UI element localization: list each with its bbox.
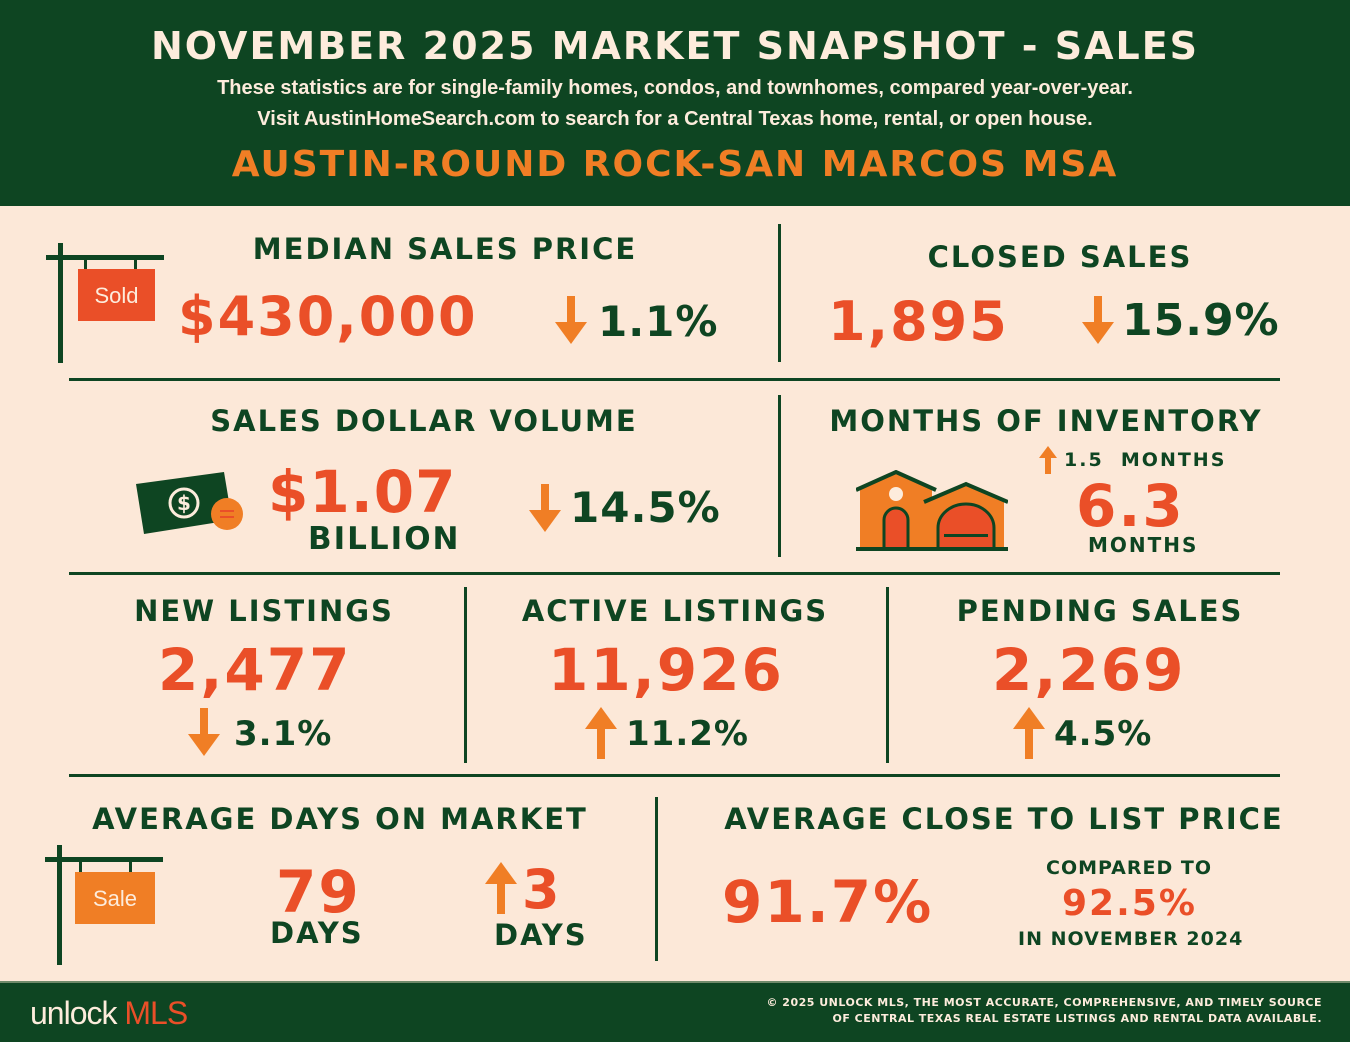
active-listings-change: 11.2% — [626, 714, 749, 754]
avg-close-to-list-title: AVERAGE CLOSE TO LIST PRICE — [724, 802, 1284, 836]
months-of-inventory-title: MONTHS OF INVENTORY — [829, 404, 1263, 438]
avg-days-on-market-title: AVERAGE DAYS ON MARKET — [92, 802, 588, 836]
house-icon — [856, 470, 1008, 552]
footer: unlock MLS © 2025 UNLOCK MLS, THE MOST A… — [0, 981, 1350, 1042]
closed-sales-title: CLOSED SALES — [927, 240, 1193, 274]
sign-label: Sale — [92, 886, 138, 911]
divider — [69, 774, 1280, 777]
arrow-down-icon — [1081, 296, 1115, 346]
sold-sign-icon: Sold — [46, 243, 168, 363]
sign-label: Sold — [94, 283, 139, 308]
new-listings-value: 2,477 — [158, 636, 352, 704]
median-sales-price-value: $430,000 — [178, 285, 478, 348]
divider — [778, 224, 781, 362]
avg-days-on-market-value: 79 — [276, 858, 361, 926]
page-title: NOVEMBER 2025 MARKET SNAPSHOT - SALES — [150, 24, 1200, 68]
months-of-inventory-change: 1.5 MONTHS — [1064, 449, 1227, 471]
median-sales-price-change: 1.1% — [598, 297, 719, 346]
arrow-down-icon — [187, 708, 221, 758]
active-listings-title: ACTIVE LISTINGS — [521, 594, 829, 628]
sales-dollar-volume-value: $1.07 — [268, 458, 457, 526]
divider — [69, 572, 1280, 575]
closed-sales-change: 15.9% — [1122, 295, 1280, 346]
subtitle-line-1: These statistics are for single-family h… — [217, 77, 1133, 99]
compared-period: IN NOVEMBER 2024 — [1018, 928, 1244, 950]
arrow-up-icon — [1012, 707, 1046, 759]
header-banner: NOVEMBER 2025 MARKET SNAPSHOT - SALES Th… — [0, 0, 1350, 206]
sales-dollar-volume-unit: BILLION — [308, 521, 461, 557]
divider — [69, 378, 1280, 381]
compared-to-label: COMPARED TO — [1046, 857, 1212, 879]
pending-sales-title: PENDING SALES — [956, 594, 1244, 628]
sale-sign-icon: Sale — [45, 845, 167, 965]
arrow-up-icon — [484, 862, 518, 914]
divider — [886, 587, 889, 763]
subtitle-line-2: Visit AustinHomeSearch.com to search for… — [257, 108, 1093, 130]
pending-sales-change: 4.5% — [1054, 714, 1153, 754]
arrow-up-icon — [584, 707, 618, 759]
avg-days-on-market-unit: DAYS — [270, 916, 364, 950]
region-title: AUSTIN-ROUND ROCK-SAN MARCOS MSA — [231, 144, 1119, 185]
arrow-up-icon — [1038, 446, 1058, 474]
divider — [778, 395, 781, 557]
new-listings-title: NEW LISTINGS — [134, 594, 394, 628]
closed-sales-value: 1,895 — [828, 290, 1009, 353]
new-listings-change: 3.1% — [234, 714, 333, 754]
avg-close-to-list-value: 91.7% — [722, 868, 934, 936]
compared-value: 92.5% — [1062, 883, 1197, 924]
active-listings-value: 11,926 — [548, 636, 784, 704]
months-of-inventory-unit: MONTHS — [1088, 533, 1199, 557]
sales-dollar-volume-title: SALES DOLLAR VOLUME — [210, 404, 638, 438]
unlock-mls-logo: unlock MLS — [30, 995, 188, 1031]
svg-text:$: $ — [177, 491, 191, 515]
money-icon: $ — [136, 472, 246, 538]
arrow-down-icon — [528, 484, 562, 534]
pending-sales-value: 2,269 — [992, 636, 1186, 704]
copyright-text: © 2025 UNLOCK MLS, THE MOST ACCURATE, CO… — [766, 996, 1322, 1025]
months-of-inventory-value: 6.3 — [1076, 472, 1185, 540]
arrow-down-icon — [554, 296, 588, 346]
avg-days-on-market-change-unit: DAYS — [494, 918, 588, 952]
median-sales-price-title: MEDIAN SALES PRICE — [252, 232, 638, 266]
divider — [464, 587, 467, 763]
avg-days-on-market-change: 3 — [522, 858, 562, 921]
sales-dollar-volume-change: 14.5% — [570, 483, 721, 532]
divider — [655, 797, 658, 961]
